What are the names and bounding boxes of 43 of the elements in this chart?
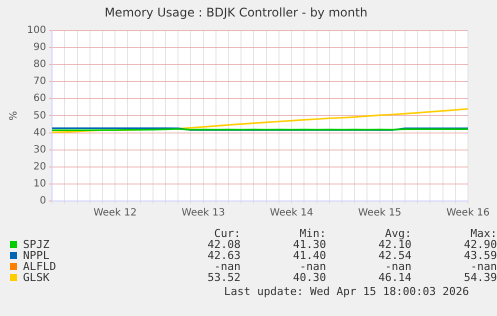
y-tick-label: 70: [33, 76, 46, 88]
text: 53.52: [206, 271, 241, 284]
y-tick-label: 0: [40, 196, 46, 207]
text: Last update: Wed Apr 15 18:00:03 2026: [224, 285, 469, 298]
y-axis-title: %: [8, 110, 20, 120]
text: 54.39: [462, 271, 497, 284]
y-tick-label: 90: [33, 42, 46, 54]
x-tick-label: Week 13: [182, 208, 225, 219]
text: 42.10: [377, 238, 412, 251]
text: 41.40: [292, 249, 326, 262]
y-tick-label: 30: [33, 144, 46, 156]
x-tick-label: Week 14: [270, 208, 314, 219]
y-tick-label: 80: [33, 59, 46, 70]
text: -nan: [300, 260, 326, 273]
y-tick-label: 50: [33, 110, 46, 122]
legend-label: SPJZ: [22, 238, 50, 251]
x-tick-label: Week 16: [446, 208, 490, 219]
chart-title: Memory Usage : BDJK Controller - by month: [104, 5, 368, 20]
y-tick-label: 100: [26, 24, 46, 36]
text: -nan: [214, 260, 241, 273]
text: -nan: [385, 260, 412, 273]
text: Min:: [300, 227, 326, 240]
text: Max:: [470, 227, 497, 240]
x-tick-label: Week 15: [358, 208, 402, 219]
text: 46.14: [377, 271, 412, 284]
legend-label: ALFLD: [22, 260, 58, 273]
text: 43.59: [462, 249, 497, 262]
text: 40.30: [292, 271, 326, 284]
legend-label: NPPL: [22, 249, 50, 262]
y-tick-label: 20: [33, 161, 46, 172]
y-tick-label: 40: [33, 127, 46, 138]
text: -nan: [470, 260, 497, 273]
text: Cur:: [214, 227, 241, 240]
y-tick-label: 10: [33, 178, 46, 190]
text: 42.90: [462, 238, 497, 251]
text: 42.08: [206, 238, 241, 251]
y-tick-label: 60: [33, 93, 46, 104]
text: Avg:: [385, 227, 412, 240]
text: 41.30: [292, 238, 326, 251]
legend-label: GLSK: [22, 271, 50, 284]
x-tick-label: Week 12: [93, 208, 137, 219]
text: 42.54: [377, 249, 412, 262]
text: 42.63: [206, 249, 241, 262]
